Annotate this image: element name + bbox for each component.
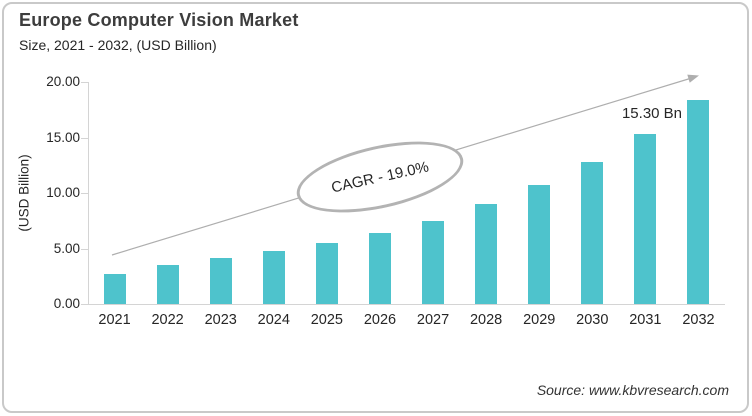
x-tick-label-2023: 2023 xyxy=(204,312,237,328)
x-tick-label-2028: 2028 xyxy=(469,312,503,328)
bar-2027 xyxy=(422,220,445,304)
bar-2021 xyxy=(103,274,126,304)
y-tick-mark xyxy=(81,193,88,194)
x-tick-label-2025: 2025 xyxy=(310,312,343,328)
y-tick-mark xyxy=(81,82,88,83)
bar-2024 xyxy=(262,250,285,304)
y-tick-label-5.00: 5.00 xyxy=(53,240,80,256)
y-tick-label-20.00: 20.00 xyxy=(46,74,80,89)
bar-2029 xyxy=(528,185,551,304)
x-tick-label-2029: 2029 xyxy=(523,312,556,328)
y-tick-label-15.00: 15.00 xyxy=(46,129,80,145)
x-axis-line xyxy=(88,304,725,305)
bar-2026 xyxy=(368,232,391,304)
x-tick-label-2030: 2030 xyxy=(576,312,609,328)
x-tick-label-2031: 2031 xyxy=(629,312,662,328)
bar-2030 xyxy=(581,161,604,304)
x-tick-label-2024: 2024 xyxy=(257,312,290,328)
bar-2023 xyxy=(209,258,232,304)
y-tick-mark xyxy=(81,137,88,139)
y-tick-label-0.00: 0.00 xyxy=(53,296,80,311)
source-text: Source: www.kbvresearch.com xyxy=(536,382,729,398)
chart-subtitle: Size, 2021 - 2032, (USD Billion) xyxy=(19,37,217,53)
x-tick-label-2027: 2027 xyxy=(416,312,450,328)
cagr-label: CAGR - 19.0% xyxy=(329,157,431,197)
bar-2028 xyxy=(475,204,498,304)
y-axis-line xyxy=(88,82,89,305)
x-tick-label-2022: 2022 xyxy=(151,312,184,328)
bar-2031 xyxy=(634,134,657,304)
y-tick-label-10.00: 10.00 xyxy=(46,185,80,200)
y-tick-mark xyxy=(81,248,88,250)
chart-title: Europe Computer Vision Market xyxy=(19,10,299,30)
x-tick-label-2032: 2032 xyxy=(682,312,715,328)
bar-2032 xyxy=(687,99,710,304)
x-tick-label-2026: 2026 xyxy=(363,312,397,328)
bar-2022 xyxy=(156,265,179,304)
bar-2025 xyxy=(315,242,338,304)
value-annotation-2031: 15.30 Bn xyxy=(621,105,683,122)
x-tick-label-2021: 2021 xyxy=(98,312,131,328)
y-tick-mark xyxy=(81,304,88,305)
